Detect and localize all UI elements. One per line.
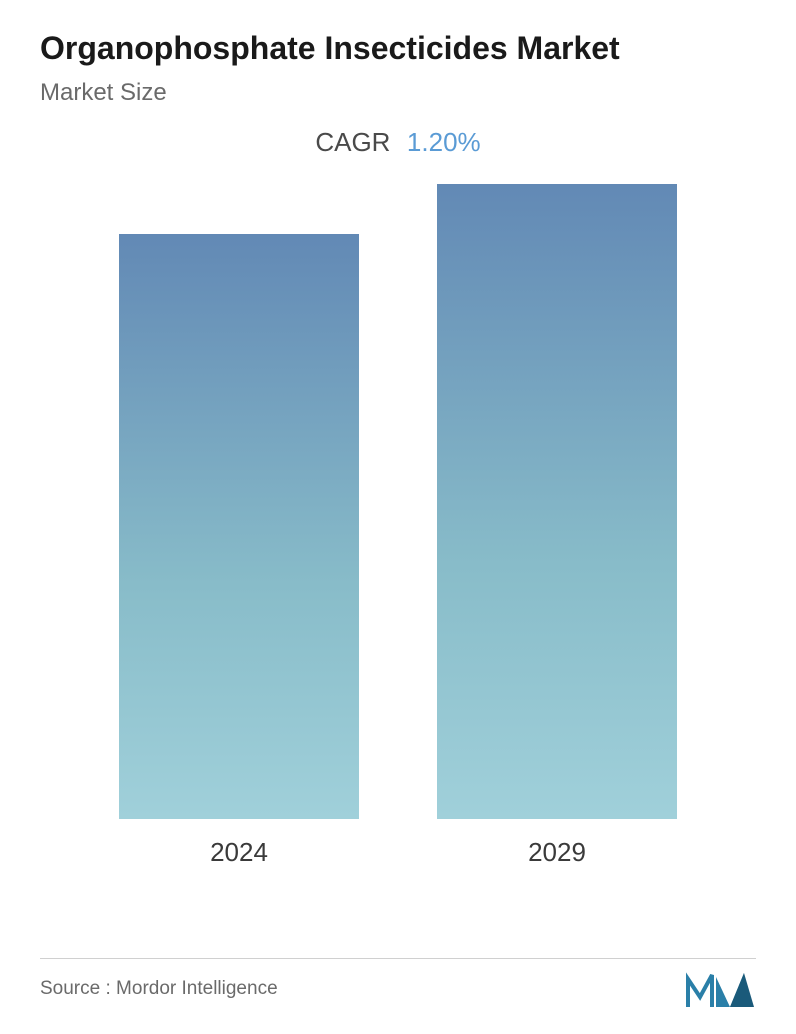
chart-subtitle: Market Size [40, 79, 756, 107]
cagr-row: CAGR 1.20% [40, 127, 756, 158]
source-label: Source : [40, 978, 111, 999]
bar-label-0: 2024 [210, 837, 268, 868]
source-name: Mordor Intelligence [116, 978, 278, 999]
bar-label-1: 2029 [528, 837, 586, 868]
source-text: Source : Mordor Intelligence [40, 978, 278, 1000]
bar-0 [119, 234, 359, 819]
footer-divider [40, 958, 756, 959]
bar-1 [437, 184, 677, 819]
bar-wrapper-1: 2029 [427, 184, 687, 868]
cagr-label: CAGR [315, 127, 390, 157]
mordor-logo-icon [686, 969, 756, 1009]
footer: Source : Mordor Intelligence [40, 969, 756, 1009]
bar-wrapper-0: 2024 [109, 234, 369, 868]
chart-area: 2024 2029 [40, 188, 756, 868]
chart-container: Organophosphate Insecticides Market Mark… [0, 0, 796, 1034]
cagr-value: 1.20% [407, 127, 481, 157]
chart-title: Organophosphate Insecticides Market [40, 30, 756, 67]
